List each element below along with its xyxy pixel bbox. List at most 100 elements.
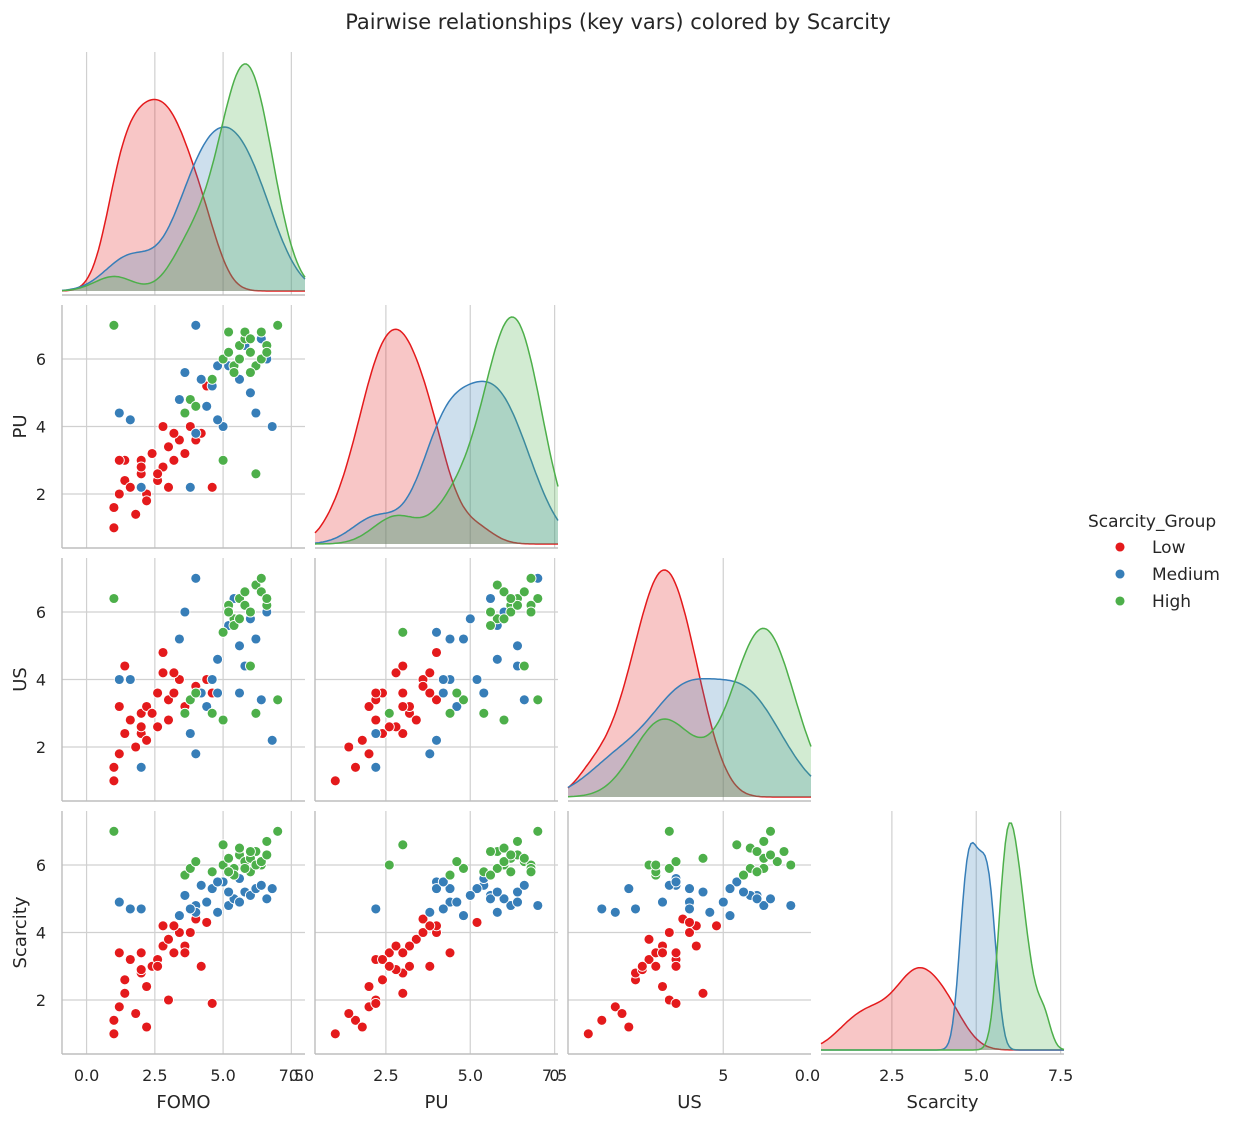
x-tick-label: 0 <box>549 1066 559 1085</box>
scatter-point-high <box>525 606 537 618</box>
scatter-point-medium <box>173 910 185 922</box>
y-axis-label: PU <box>10 414 31 438</box>
scatter-point-low <box>135 721 147 733</box>
scatter-point-high <box>223 606 235 618</box>
legend-marker-medium <box>1114 568 1126 580</box>
scatter-point-medium <box>684 883 695 895</box>
scatter-point-high <box>223 852 235 864</box>
kde-fill-low <box>821 967 1064 1050</box>
scatter-point-high <box>397 626 409 638</box>
scatter-point-low <box>424 960 436 972</box>
scatter-point-medium <box>491 886 503 898</box>
scatter-point-low <box>404 960 415 972</box>
scatter-point-low <box>363 701 375 712</box>
scatter-point-high <box>498 842 510 854</box>
y-tick-label: 6 <box>36 603 46 622</box>
y-tick-label: 2 <box>36 991 46 1010</box>
scatter-point-medium <box>478 687 490 699</box>
scatter-point-low <box>329 775 341 787</box>
scatter-point-low <box>404 940 415 952</box>
scatter-point-medium <box>596 903 608 915</box>
scatter-point-high <box>272 319 284 331</box>
kde-fill-low <box>568 570 811 797</box>
scatter-point-medium <box>424 906 436 918</box>
scatter-point-high <box>758 835 770 847</box>
scatter-point-high <box>234 353 245 365</box>
scatter-point-medium <box>765 893 776 905</box>
scatter-point-medium <box>195 373 207 385</box>
scatter-point-medium <box>424 748 436 760</box>
scatter-point-high <box>244 333 256 345</box>
scatter-point-medium <box>206 674 218 685</box>
scatter-point-low <box>130 1008 142 1019</box>
scatter-point-medium <box>370 903 382 915</box>
scatter-point-medium <box>717 896 729 908</box>
scatter-point-low <box>130 508 142 520</box>
scatter-point-medium <box>370 728 382 739</box>
scatter-point-high <box>244 606 256 618</box>
scatter-point-medium <box>431 626 442 638</box>
y-tick-label: 4 <box>36 671 46 690</box>
scatter-point-high <box>255 572 267 584</box>
scatter-point-high <box>663 862 675 874</box>
scatter-point-low <box>417 913 429 925</box>
scatter-point-high <box>478 707 490 719</box>
x-tick-label: 2.5 <box>879 1066 904 1085</box>
scatter-point-medium <box>173 633 185 645</box>
scatter-point-low <box>152 721 164 733</box>
scatter-point-high <box>505 866 517 878</box>
scatter-point-high <box>670 856 682 868</box>
scatter-point-low <box>431 694 442 706</box>
scatter-point-low <box>424 687 436 699</box>
scatter-point-low <box>690 940 702 952</box>
scatter-point-high <box>512 835 523 847</box>
scatter-point-high <box>239 586 251 598</box>
scatter-point-medium <box>184 728 196 739</box>
scatter-point-high <box>383 707 395 719</box>
kde-line-medium <box>314 380 559 544</box>
scatter-point-high <box>272 825 284 837</box>
scatter-point-low <box>135 964 147 976</box>
scatter-point-low <box>377 974 388 986</box>
scatter-point-medium <box>464 613 476 625</box>
scatter-point-low <box>163 933 174 945</box>
scatter-point-high <box>239 862 251 874</box>
scatter-point-low <box>424 920 436 932</box>
scatter-point-low <box>168 667 180 679</box>
scatter-point-high <box>458 862 469 874</box>
scatter-point-medium <box>173 394 185 405</box>
panel-us-vs-us <box>567 558 812 802</box>
scatter-point-low <box>343 741 355 753</box>
kde-fill-medium <box>568 678 811 797</box>
scatter-point-low <box>356 1021 368 1033</box>
y-axis-label: US <box>10 667 31 692</box>
legend-marker-high <box>1114 595 1126 607</box>
scatter-point-medium <box>609 906 621 918</box>
scatter-point-low <box>596 1014 608 1026</box>
scatter-point-low <box>643 954 655 965</box>
x-tick-label: 7.5 <box>1048 1066 1073 1085</box>
scatter-point-low <box>108 1028 120 1040</box>
scatter-point-high <box>512 599 523 611</box>
scatter-point-low <box>623 1021 635 1033</box>
scatter-point-low <box>163 714 174 726</box>
scatter-point-low <box>152 687 164 699</box>
x-tick-label: 0.0 <box>795 1066 820 1085</box>
scatter-point-high <box>217 626 229 638</box>
scatter-point-high <box>532 825 544 837</box>
scatter-point-low <box>124 481 136 493</box>
x-tick-label: 7.5 <box>542 1066 567 1085</box>
scatter-point-high <box>765 825 776 837</box>
scatter-point-low <box>119 974 131 986</box>
scatter-point-high <box>518 660 530 672</box>
scatter-point-low <box>410 714 422 726</box>
scatter-point-low <box>108 775 120 787</box>
scatter-point-low <box>206 997 218 1009</box>
scatter-point-low <box>168 427 180 439</box>
scatter-point-low <box>113 701 125 712</box>
scatter-point-low <box>377 954 388 965</box>
scatter-point-low <box>168 920 180 932</box>
scatter-point-medium <box>212 414 224 426</box>
scatter-point-low <box>168 947 180 959</box>
scatter-point-medium <box>437 876 449 888</box>
